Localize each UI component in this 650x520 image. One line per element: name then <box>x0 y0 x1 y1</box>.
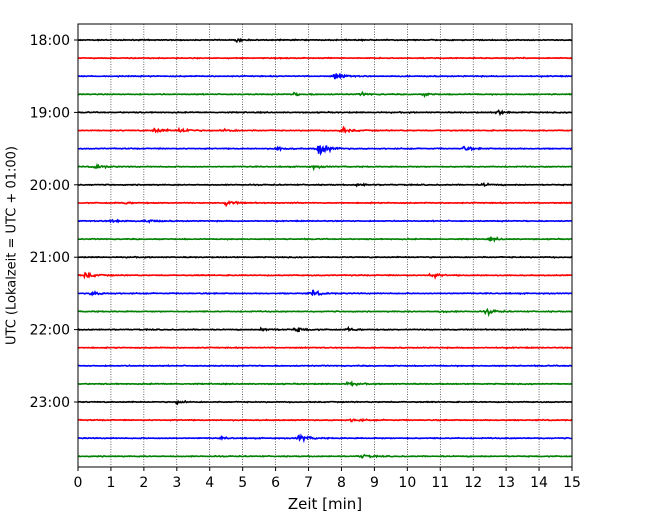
trace-line <box>77 37 573 44</box>
trace-line <box>77 236 573 243</box>
trace-line <box>77 218 573 224</box>
trace-line <box>77 109 573 117</box>
seismic-traces <box>77 37 573 459</box>
y-tick-label: 19:00 <box>30 105 70 121</box>
x-tick-label: 9 <box>370 475 379 491</box>
trace-line <box>77 162 573 172</box>
x-tick-label: 15 <box>563 475 581 491</box>
x-tick-label: 0 <box>74 475 83 491</box>
x-tick-label: 12 <box>464 475 482 491</box>
x-tick-label: 11 <box>431 475 449 491</box>
x-tick-label: 6 <box>271 475 280 491</box>
trace-line <box>77 307 573 318</box>
trace-line <box>77 199 573 208</box>
x-tick-label: 3 <box>172 475 181 491</box>
y-tick-label: 22:00 <box>30 323 70 339</box>
y-tick-label: 20:00 <box>30 178 70 194</box>
x-tick-label: 4 <box>205 475 214 491</box>
x-tick-label: 1 <box>106 475 115 491</box>
trace-line <box>77 56 573 60</box>
x-tick-label: 7 <box>304 475 313 491</box>
trace-line <box>77 453 573 459</box>
y-axis-label: UTC (Lokalzeit = UTC + 01:00) <box>5 146 20 345</box>
trace-line <box>77 73 573 80</box>
x-tick-label: 14 <box>530 475 548 491</box>
plot-frame <box>77 23 573 468</box>
x-axis-label: Zeit [min] <box>288 495 362 513</box>
x-tick-label: 8 <box>337 475 346 491</box>
trace-line <box>77 271 572 280</box>
trace-line <box>77 255 573 259</box>
trace-line <box>77 417 573 423</box>
trace-line <box>77 181 573 188</box>
trace-line <box>77 346 573 350</box>
y-tick-label: 23:00 <box>30 395 70 411</box>
trace-line <box>77 399 573 406</box>
trace-line <box>77 325 573 333</box>
x-tick-label: 10 <box>398 475 416 491</box>
trace-line <box>77 145 573 156</box>
grid-lines <box>110 24 540 467</box>
y-tick-label: 18:00 <box>30 33 70 49</box>
trace-line <box>77 125 573 134</box>
y-tick-label: 21:00 <box>30 250 70 266</box>
trace-line <box>77 380 573 388</box>
trace-line <box>77 90 573 98</box>
x-tick-label: 2 <box>139 475 148 491</box>
trace-line <box>77 289 573 297</box>
y-axis-ticks: 18:00 19:00 20:00 21:00 22:00 23:00 <box>30 33 78 411</box>
x-axis-ticks: 0 1 2 3 4 5 6 7 8 9 10 11 12 13 14 15 <box>74 467 581 491</box>
x-tick-label: 13 <box>497 475 515 491</box>
trace-line <box>77 364 573 368</box>
x-tick-label: 5 <box>238 475 247 491</box>
trace-line <box>77 433 573 444</box>
